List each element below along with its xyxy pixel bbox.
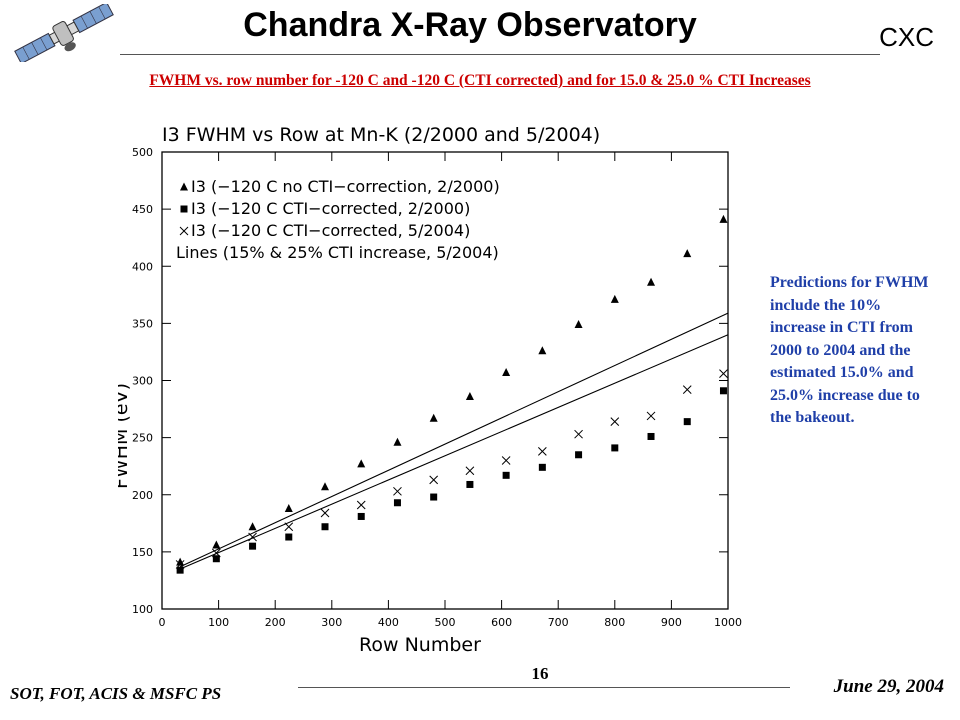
x-tick-label: 700 <box>548 616 569 629</box>
series-2-point <box>647 432 655 440</box>
x-tick-label: 100 <box>208 616 229 629</box>
slide-subtitle: FWHM vs. row number for -120 C and -120 … <box>149 72 811 89</box>
x-tick-label: 300 <box>321 616 342 629</box>
x-tick-label: 400 <box>378 616 399 629</box>
series-2-point <box>176 566 184 574</box>
legend-label: Lines (15% & 25% CTI increase, 5/2004) <box>176 243 499 262</box>
series-3-point <box>175 560 185 569</box>
fwhm-chart: I3 FWHM vs Row at Mn-K (2/2000 and 5/200… <box>110 112 756 660</box>
chandra-satellite-icon <box>14 4 114 62</box>
x-tick-label: 900 <box>661 616 682 629</box>
x-tick-label: 200 <box>265 616 286 629</box>
series-3-point <box>537 446 547 456</box>
legend-marker <box>179 226 189 236</box>
series-1-point <box>212 540 221 549</box>
slide-title: Chandra X-Ray Observatory <box>243 6 697 44</box>
chart-panel: I3 FWHM vs Row at Mn-K (2/2000 and 5/200… <box>110 112 756 660</box>
series-1-point <box>538 346 547 355</box>
series-2-point <box>719 387 727 395</box>
series-3-point <box>211 548 221 558</box>
legend-label: I3 (−120 C CTI−corrected, 5/2004) <box>191 221 470 240</box>
chart-title: I3 FWHM vs Row at Mn-K (2/2000 and 5/200… <box>162 124 600 146</box>
y-tick-label: 200 <box>132 489 153 502</box>
title-divider <box>120 54 880 55</box>
series-1-point <box>248 522 257 531</box>
footer-date: June 29, 2004 <box>833 676 944 697</box>
y-tick-label: 150 <box>132 546 153 559</box>
y-tick-label: 300 <box>132 375 153 388</box>
x-tick-label: 1000 <box>714 616 742 629</box>
series-2-point <box>212 555 220 563</box>
series-2-point <box>611 444 619 452</box>
series-3-point <box>574 429 583 439</box>
series-1-point <box>719 214 728 223</box>
series-1-point <box>429 413 438 422</box>
x-tick-label: 0 <box>159 616 166 629</box>
series-2-point <box>357 512 365 520</box>
series-3-point <box>719 369 728 378</box>
series-3-point <box>682 385 692 394</box>
org-label: CXC <box>879 22 934 52</box>
x-tick-label: 800 <box>604 616 625 629</box>
y-tick-label: 350 <box>132 317 153 330</box>
series-3-point <box>393 486 402 496</box>
footer-divider <box>298 687 790 688</box>
series-2-point <box>321 523 329 531</box>
series-2-point <box>502 471 510 479</box>
series-1-point <box>393 437 402 446</box>
series-2-point <box>430 493 438 501</box>
y-tick-label: 500 <box>132 146 153 159</box>
series-1-point <box>284 503 293 512</box>
series-1-point <box>321 482 330 491</box>
series-1-point <box>357 459 366 468</box>
series-3-point <box>501 456 511 465</box>
y-tick-label: 450 <box>132 203 153 216</box>
prediction-line-1 <box>179 312 729 568</box>
prediction-note: Predictions for FWHM include the 10% inc… <box>770 274 929 426</box>
series-2-point <box>575 451 583 459</box>
series-1-point <box>502 368 511 377</box>
series-1-point <box>610 294 619 303</box>
y-tick-label: 400 <box>132 260 153 273</box>
series-2-point <box>393 499 401 507</box>
x-tick-label: 600 <box>491 616 512 629</box>
x-axis-label: Row Number <box>359 634 481 656</box>
y-tick-label: 100 <box>132 603 153 616</box>
y-axis-label: FWHM (eV) <box>118 383 132 489</box>
series-3-point <box>320 508 330 518</box>
footer-team: SOT, FOT, ACIS & MSFC PS <box>10 684 222 703</box>
series-3-point <box>610 417 620 426</box>
series-3-point <box>429 475 439 485</box>
series-2-point <box>249 542 257 550</box>
series-2-point <box>538 463 546 471</box>
series-3-point <box>356 500 366 510</box>
y-tick-label: 250 <box>132 432 153 445</box>
series-1-point <box>465 391 474 400</box>
legend-label: I3 (−120 C CTI−corrected, 2/2000) <box>191 199 470 218</box>
series-1-point <box>176 557 185 566</box>
series-3-point <box>646 411 656 421</box>
page-number: 16 <box>531 664 549 683</box>
series-3-point <box>465 466 475 476</box>
series-1-point <box>683 249 692 258</box>
prediction-line-2 <box>179 334 729 570</box>
x-tick-label: 500 <box>435 616 456 629</box>
series-1-point <box>647 277 656 286</box>
series-2-point <box>683 418 691 426</box>
series-2-point <box>285 533 293 541</box>
series-3-point <box>284 522 294 532</box>
legend-label: I3 (−120 C no CTI−correction, 2/2000) <box>191 177 500 196</box>
legend-marker <box>180 205 188 213</box>
legend-marker <box>180 182 188 191</box>
series-3-point <box>248 532 257 542</box>
series-1-point <box>574 320 583 329</box>
series-2-point <box>466 480 474 488</box>
